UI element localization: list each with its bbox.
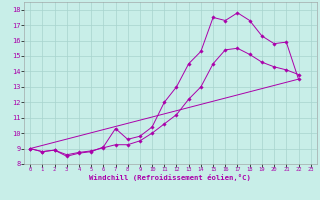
X-axis label: Windchill (Refroidissement éolien,°C): Windchill (Refroidissement éolien,°C) <box>90 174 251 181</box>
